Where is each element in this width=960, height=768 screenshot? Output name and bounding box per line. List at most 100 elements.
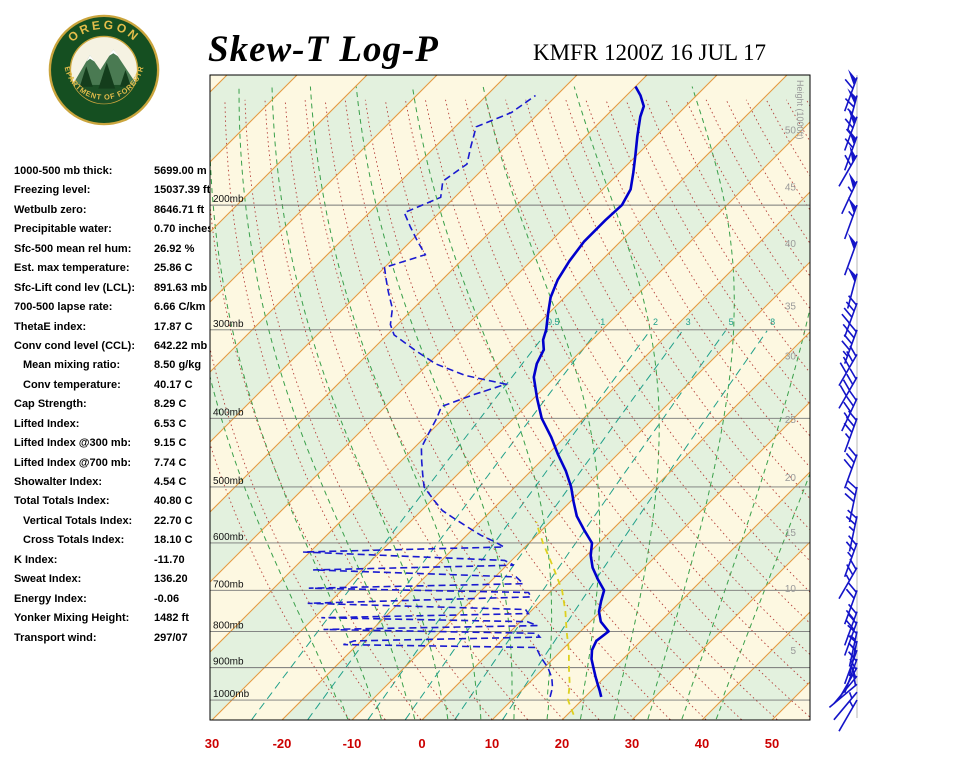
index-label: Total Totals Index: [14,495,110,508]
mixing-ratio-label: 3 [686,317,691,327]
index-value: 136.20 [154,573,188,586]
temperature-trace [532,85,646,698]
wind-barb [833,666,858,705]
index-label: Conv temperature: [23,378,121,391]
index-value: 17.87 C [154,320,193,333]
index-row: Showalter Index: 4.54 C [14,474,219,493]
index-value: 297/07 [154,631,188,644]
index-value: 9.15 C [154,437,187,450]
index-row: Energy Index: -0.06 [14,591,219,610]
height-mark-label: 35 [785,301,797,312]
index-row: ThetaE index: 17.87 C [14,319,219,338]
height-mark-label: 50 [785,126,797,137]
dewpoint-trace [302,94,554,698]
index-row: Est. max temperature: 25.86 C [14,260,219,279]
height-mark-label: 45 [785,183,797,194]
index-row: Yonker Mixing Height: 1482 ft [14,610,219,629]
pressure-label: 600mb [213,532,244,543]
index-label: Est. max temperature: [14,262,130,275]
index-label: Sfc-Lift cond lev (LCL): [14,281,135,294]
logo-scene [70,49,138,104]
pressure-label: 800mb [213,620,244,631]
wetbulb-trace [535,521,575,716]
index-row: Vertical Totals Index: 22.70 C [14,513,219,532]
index-row: Conv cond level (CCL): 642.22 mb [14,338,219,357]
index-label: Energy Index: [14,592,87,605]
index-label: Showalter Index: [14,476,103,488]
index-label: Sfc-500 mean rel hum: [14,242,132,255]
mixing-ratio-label: 1 [600,317,605,327]
index-row: Conv temperature: 40.17 C [14,377,219,396]
height-mark-label: 20 [785,473,797,484]
index-row: Wetbulb zero: 8646.71 ft [14,202,219,221]
index-label: Lifted Index: [14,417,80,430]
index-value: 8646.71 ft [154,203,205,216]
wind-barb [838,558,858,600]
indices-panel: 1000-500 mb thick: 5699.00 m Freezing leve… [14,163,219,649]
wind-barb [838,368,858,409]
chart-decorations: Height (1000ft) [209,74,811,721]
pressure-label: 200mb [213,194,244,205]
index-value: 7.74 C [154,456,187,469]
page-title: Skew-T Log-P [208,29,439,70]
height-mark-label: 10 [785,584,797,595]
index-value: 40.80 C [154,495,193,508]
index-row: Mean mixing ratio: 8.50 g/kg [14,357,219,376]
height-mark-label: 25 [785,415,797,426]
index-value: 5699.00 m [154,165,207,177]
index-label: Freezing level: [14,184,91,197]
index-value: 1482 ft [154,612,189,625]
temp-axis-label: 50 [765,736,779,751]
temp-axis-label: 40 [695,736,709,751]
pressure-label: 900mb [213,657,244,668]
index-label: Mean mixing ratio: [23,359,121,372]
index-row: Lifted Index @700 mb: 7.74 C [14,455,219,474]
height-mark-label: 15 [785,528,797,539]
index-value: 25.86 C [154,262,193,275]
index-label: 1000-500 mb thick: [14,165,113,177]
wind-barb [844,88,858,131]
temp-axis-label: 0 [418,736,425,751]
height-mark-label: 5 [790,646,796,657]
index-row: Sweat Index: 136.20 [14,571,219,590]
wind-barb [843,197,858,240]
mixing-ratio-label: 0.5 [547,317,560,327]
index-value: 891.63 mb [154,281,208,294]
height-mark-label: 40 [785,239,797,250]
wind-barb [841,295,858,338]
index-row: Cross Totals Index: 18.10 C [14,532,219,551]
pressure-label: 400mb [213,407,244,418]
index-value: 8.29 C [154,398,187,411]
index-label: Lifted Index @300 mb: [14,437,132,450]
index-row: 700-500 lapse rate: 6.66 C/km [14,299,219,318]
temp-axis-label: 30 [205,736,219,751]
wind-barb [841,389,858,432]
wind-barb [843,233,858,276]
index-row: 1000-500 mb thick: 5699.00 m [14,163,219,182]
index-value: 0.70 inches [154,223,214,236]
wind-barb [833,691,858,721]
index-value: 6.53 C [154,417,187,430]
index-value: 8.50 g/kg [154,359,202,372]
index-row: Sfc-500 mean rel hum: 26.92 % [14,241,219,260]
temp-axis-labels: 30 -20 -10 0 10 20 30 40 50 [205,736,779,751]
index-row: Lifted Index: 6.53 C [14,416,219,435]
wind-barb [843,410,858,453]
wind-barb [838,345,858,386]
mixing-ratio-label: 2 [653,317,658,327]
wind-barb [846,266,858,309]
index-value: 18.10 C [154,534,193,547]
pressure-label: 1000mb [213,689,250,700]
index-row: Sfc-Lift cond lev (LCL): 891.63 mb [14,280,219,299]
pressure-label: 300mb [213,319,244,330]
index-label: Cross Totals Index: [23,534,125,547]
index-row: Precipitable water: 0.70 inches [14,221,219,240]
wind-barb [843,446,858,489]
index-value: 22.70 C [154,514,193,527]
index-label: ThetaE index: [14,320,87,333]
index-label: 700-500 lapse rate: [14,301,113,314]
mixing-ratio-label: 5 [729,317,734,327]
index-label: Cap Strength: [14,398,87,411]
index-value: 26.92 % [154,242,195,255]
